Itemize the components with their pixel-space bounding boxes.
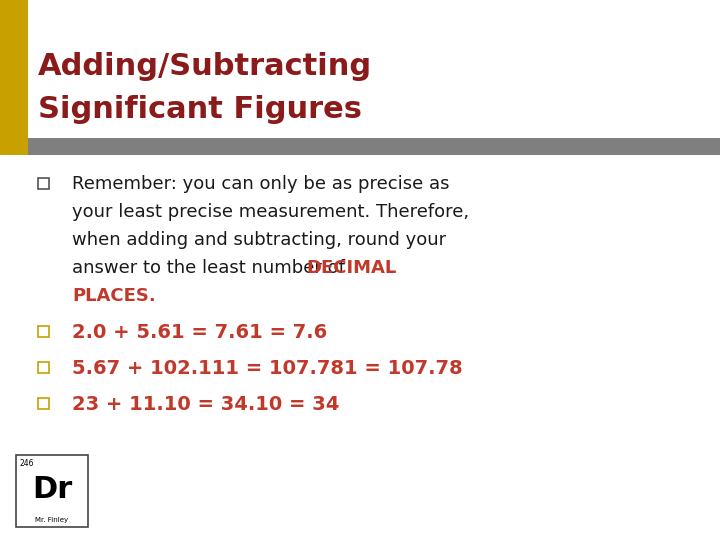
Bar [0,0,28,155]
Text: Significant Figures: Significant Figures [38,95,362,124]
Text: Mr. Finley: Mr. Finley [35,517,68,523]
Text: Remember: you can only be as precise as: Remember: you can only be as precise as [72,175,449,193]
Text: when adding and subtracting, round your: when adding and subtracting, round your [72,231,446,249]
Text: Adding/Subtracting: Adding/Subtracting [38,52,372,81]
Bar [38,326,49,337]
Text: DECIMAL: DECIMAL [306,259,396,277]
Text: Dr: Dr [32,475,72,504]
Text: 2.0 + 5.61 = 7.61 = 7.6: 2.0 + 5.61 = 7.61 = 7.6 [72,323,328,342]
Bar [38,398,49,409]
Text: PLACES.: PLACES. [72,287,156,305]
Text: 23 + 11.10 = 34.10 = 34: 23 + 11.10 = 34.10 = 34 [72,395,339,414]
Bar [38,178,49,189]
Text: answer to the least number of: answer to the least number of [72,259,351,277]
Text: your least precise measurement. Therefore,: your least precise measurement. Therefor… [72,203,469,221]
Bar [0,138,720,155]
Text: 246: 246 [20,459,35,468]
Bar [38,362,49,373]
Text: 5.67 + 102.111 = 107.781 = 107.78: 5.67 + 102.111 = 107.781 = 107.78 [72,359,463,378]
Bar [16,455,88,527]
